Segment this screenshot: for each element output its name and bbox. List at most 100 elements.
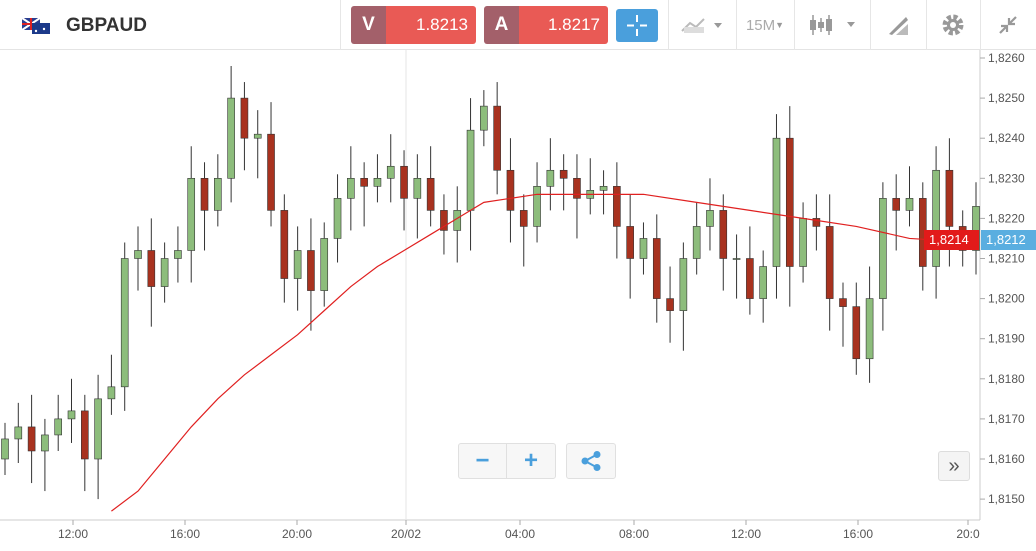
- candle: [879, 182, 887, 331]
- candle: [373, 154, 382, 203]
- candle: [679, 242, 688, 351]
- candle: [852, 282, 861, 375]
- candle: [107, 354, 116, 415]
- y-tick-label: 1,8200: [988, 292, 1025, 306]
- y-tick-label: 1,8150: [988, 492, 1025, 506]
- x-tick-label: 12:00: [58, 527, 88, 541]
- candle: [320, 222, 329, 307]
- candle: [865, 266, 874, 383]
- settings-button[interactable]: [926, 0, 980, 50]
- scroll-forward-icon[interactable]: »: [938, 451, 970, 481]
- zoom-out-icon[interactable]: −: [459, 444, 507, 478]
- buy-button[interactable]: A 1.8217: [484, 6, 608, 44]
- candle: [932, 146, 940, 299]
- y-tick-label: 1,8190: [988, 332, 1025, 346]
- collapse-icon: [999, 16, 1017, 34]
- candle: [732, 234, 741, 299]
- crosshair-button[interactable]: [616, 9, 658, 42]
- y-tick-label: 1,8230: [988, 171, 1025, 185]
- candle: [666, 266, 674, 343]
- candle: [759, 250, 767, 323]
- candle: [825, 194, 834, 331]
- candle: [466, 98, 475, 251]
- candle: [347, 146, 355, 231]
- candle: [214, 154, 222, 227]
- candle: [453, 186, 462, 263]
- candle: [599, 170, 608, 215]
- draw-button[interactable]: [870, 0, 926, 50]
- timeframe-value: 15M: [745, 16, 776, 34]
- x-tick-label: 08:00: [619, 527, 649, 541]
- candle: [147, 218, 156, 327]
- candle: [533, 162, 541, 243]
- x-tick-label: 20/02: [391, 527, 421, 541]
- zoom-in-icon[interactable]: +: [523, 447, 538, 474]
- candle: [706, 178, 714, 251]
- candle: [839, 282, 847, 347]
- candle: [200, 162, 209, 251]
- current-price-label: 1,8212: [981, 230, 1036, 250]
- candle: [772, 114, 781, 299]
- candle: [546, 138, 555, 211]
- candle: [652, 214, 661, 323]
- candle: [174, 226, 182, 283]
- symbol-title: GBPAUD: [66, 15, 147, 36]
- candle: [120, 242, 129, 411]
- candle: [1, 422, 9, 476]
- candle: [785, 106, 794, 307]
- candle: [187, 146, 196, 283]
- candle: [905, 166, 914, 227]
- price-chart[interactable]: 1,8260 1,8250 1,8240 1,8230 1,8220 1,8210 1,82…: [0, 50, 1036, 551]
- candle: [400, 150, 408, 231]
- chevron-down-icon: ▼: [775, 20, 785, 30]
- candle: [440, 194, 448, 255]
- candle: [480, 90, 488, 147]
- candle: [799, 202, 807, 283]
- candle: [333, 174, 342, 263]
- draw-icon: [889, 17, 908, 35]
- sell-button[interactable]: V 1.8213: [351, 6, 476, 44]
- share-button[interactable]: [566, 443, 616, 479]
- candle: [573, 154, 581, 239]
- candle: [280, 194, 289, 303]
- collapse-button[interactable]: [980, 0, 1036, 50]
- candle: [493, 82, 501, 195]
- candle: [639, 222, 648, 275]
- candle: [692, 202, 701, 275]
- x-tick-label: 16:00: [843, 527, 873, 541]
- x-tick-label: 04:00: [505, 527, 535, 541]
- candle: [972, 182, 980, 275]
- timeframe-dropdown[interactable]: 15M ▼: [736, 0, 794, 50]
- candle: [307, 218, 315, 331]
- share-icon: [567, 444, 615, 478]
- candle: [134, 226, 142, 291]
- candle: [719, 194, 728, 291]
- candle: [626, 194, 634, 299]
- y-tick-label: 1,8210: [988, 252, 1025, 266]
- candle: [81, 394, 89, 492]
- candle: [812, 194, 821, 251]
- indicators-button[interactable]: [668, 0, 736, 50]
- chart-type-button[interactable]: [794, 0, 870, 50]
- toolbar: GBPAUD V 1.8213 A 1.8217 15M ▼: [0, 0, 1036, 50]
- candle: [746, 226, 754, 315]
- x-tick-label: 20:00: [282, 527, 312, 541]
- y-tick-label: 1,8250: [988, 91, 1025, 105]
- candle: [892, 174, 900, 251]
- x-tick-label: 12:00: [731, 527, 761, 541]
- candle: [360, 162, 368, 227]
- candle: [559, 154, 568, 211]
- candle: [293, 226, 302, 311]
- candle: [227, 66, 235, 203]
- candle: [67, 378, 76, 443]
- zoom-controls: − +: [458, 443, 556, 479]
- candle: [27, 394, 36, 484]
- y-tick-label: 1,8160: [988, 452, 1025, 466]
- candle: [160, 242, 169, 303]
- candle: [413, 154, 422, 239]
- candle: [613, 162, 621, 259]
- y-tick-label: 1,8260: [988, 51, 1025, 65]
- indicators-icon: [681, 18, 722, 33]
- x-tick-label: 16:00: [170, 527, 200, 541]
- candle: [94, 374, 102, 500]
